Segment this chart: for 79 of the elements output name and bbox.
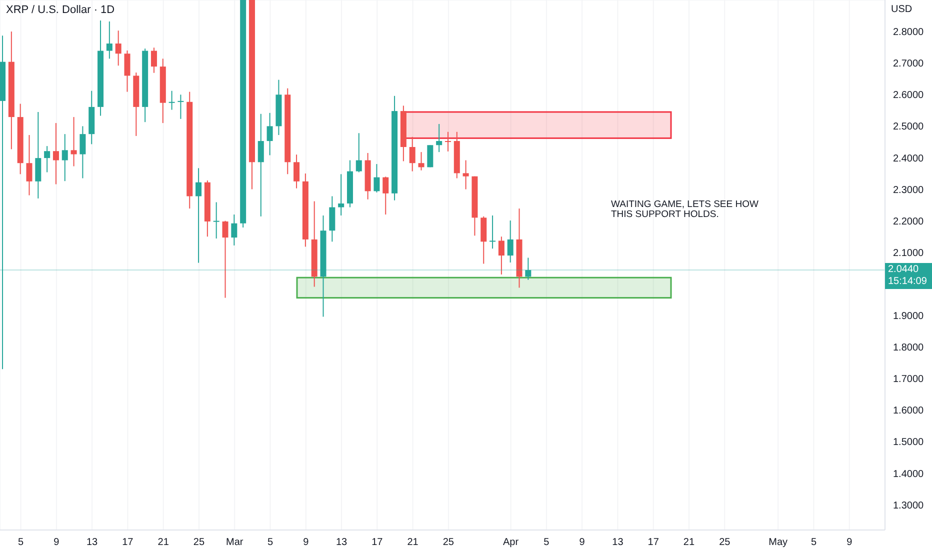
candlestick [44,146,50,173]
x-tick-label: 5 [18,537,24,548]
x-tick-label: 5 [544,537,550,548]
x-tick-label: 9 [579,537,586,548]
y-tick-label: 1.6000 [893,406,924,417]
candlestick [418,152,424,171]
x-tick-label: 17 [372,537,384,548]
x-tick-label: Apr [503,537,520,548]
text: 15:14:09 [888,276,928,288]
candlestick [178,94,184,120]
candlestick [150,47,157,74]
candlestick [35,111,42,199]
x-tick-label: 21 [407,537,419,548]
candlestick [436,123,442,153]
candlestick [62,134,68,182]
ref-line-label: 2.0440 [888,264,920,276]
x-tick-label: 5 [267,537,274,548]
x-tick-label: 13 [612,537,624,548]
candlestick [258,113,264,217]
x-tick-label: 13 [86,537,98,548]
candlestick [382,176,389,216]
candlestick [26,134,32,196]
y-tick-label: 1.5000 [893,437,924,448]
candlestick [374,164,380,193]
x-tick-label: 9 [54,537,60,548]
candlestick [409,136,416,172]
candlestick [507,220,514,263]
y-tick-label: 2.3000 [893,184,924,196]
y-tick-label: 2.4000 [893,153,924,164]
candlestick [168,90,175,110]
candlestick [444,131,451,152]
candlestick [222,220,228,298]
x-tick-label: May [768,537,788,548]
x-tick-label: 25 [193,537,205,548]
candlestick [115,30,122,66]
candlestick [52,122,59,185]
candlestick [480,216,487,264]
x-tick-label: 21 [683,537,695,548]
candlestick [525,257,532,280]
y-tick-label: 2.8000 [893,27,924,38]
annotation: WAITING GAME, LETS SEE HOW THIS SUPPORT HOLDS. [611,199,758,220]
candlestick [266,112,273,156]
x-tick-label: 17 [122,537,134,548]
x-tick-label: 9 [303,537,310,548]
x-tick-label: Mar [226,537,244,548]
y-tick-label: 1.9000 [893,311,924,322]
candlestick [196,168,202,264]
candlestick [356,132,362,173]
x-tick-label: 5 [810,537,817,548]
y-tick-label: 2.2000 [893,216,924,228]
x-tick-label: 25 [719,537,731,548]
x-tick-label: 21 [158,537,170,548]
candlestick [329,196,336,242]
candlestick [427,144,434,168]
candlestick [338,174,344,216]
x-tick-label: 9 [846,537,853,548]
candlestick [70,116,77,167]
y-tick-label: 1.3000 [893,500,924,512]
y-tick-label: 1.8000 [893,342,924,354]
y-axis-title: USD [891,4,912,15]
candlestick [106,20,112,60]
y-tick-label: 1.4000 [893,468,924,480]
y-tick-label: 2.7000 [893,58,924,70]
x-tick-label: 25 [442,537,454,548]
y-tick-label: 1.7000 [893,374,924,386]
candlestick [490,214,496,250]
candlestick [294,154,300,189]
y-tick-label: 2.6000 [893,90,924,102]
candlestick [498,236,504,275]
x-tick-label: 13 [336,537,348,548]
chart-title: XRP / U.S. Dollar · 1D [6,4,115,16]
y-tick-label: 2.1000 [893,248,924,259]
y-tick-label: 2.5000 [893,122,924,133]
candlestick [213,202,220,239]
candlestick [80,126,86,179]
x-tick-label: 17 [648,537,660,548]
candlestick [231,214,238,246]
candlestick [124,50,130,92]
candlestick [462,160,469,190]
